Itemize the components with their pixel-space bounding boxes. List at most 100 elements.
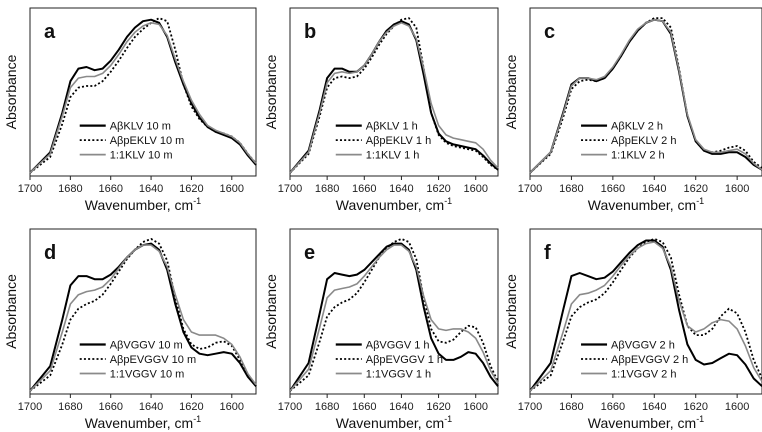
series-line-2 xyxy=(289,17,499,174)
legend-label-2: AβpEVGGV 2 h xyxy=(611,354,688,366)
x-tick-label: 1620 xyxy=(683,183,707,195)
x-tick-label: 1680 xyxy=(315,183,339,195)
x-tick-label: 1640 xyxy=(642,401,666,413)
x-axis-label: Wavenumber, cm-1 xyxy=(85,196,201,213)
series-line-3 xyxy=(29,22,257,174)
chart-panel-c: 1700 1680 1660 1640 1620 1600 AβKLV 2 h AβpEKLV… xyxy=(503,7,762,213)
x-tick-label: 1620 xyxy=(426,401,450,413)
legend-label-2: AβpEKLV 2 h xyxy=(611,135,676,147)
x-axis-label: Wavenumber, cm-1 xyxy=(588,414,704,431)
x-tick-label: 1700 xyxy=(278,183,302,195)
legend-label-2: AβpEVGGV 1 h xyxy=(366,354,443,366)
series-line-2 xyxy=(289,238,499,392)
legend-label-2: AβpEKLV 1 h xyxy=(366,135,431,147)
x-tick-label: 1660 xyxy=(601,183,625,195)
x-axis-label: Wavenumber, cm-1 xyxy=(85,414,201,431)
x-tick-label: 1640 xyxy=(139,183,163,195)
legend-label-1: AβKLV 2 h xyxy=(611,121,663,133)
legend-label-1: AβKLV 10 m xyxy=(110,121,171,133)
legend-label-2: AβpEVGGV 10 m xyxy=(110,354,196,366)
x-tick-label: 1700 xyxy=(18,401,42,413)
y-axis-label: Absorbance xyxy=(503,54,519,129)
legend-label-1: AβKLV 1 h xyxy=(366,121,418,133)
plot-frame xyxy=(289,7,499,177)
x-tick-label: 1640 xyxy=(389,401,413,413)
x-tick-label: 1680 xyxy=(58,401,82,413)
x-tick-label: 1660 xyxy=(98,183,122,195)
x-tick-label: 1680 xyxy=(315,401,339,413)
plot-frame xyxy=(529,7,762,177)
legend-label-1: AβVGGV 1 h xyxy=(366,340,430,352)
y-axis-label: Absorbance xyxy=(263,54,279,129)
x-tick-label: 1600 xyxy=(725,401,749,413)
plot-frame xyxy=(29,7,257,177)
series-line-1 xyxy=(29,242,257,392)
x-axis-label: Wavenumber, cm-1 xyxy=(336,196,452,213)
legend-label-3: 1:1KLV 2 h xyxy=(611,150,665,162)
chart-panel-e: 1700 1680 1660 1640 1620 1600 AβVGGV 1 h AβpEVG… xyxy=(263,228,499,431)
panel-letter: e xyxy=(304,242,315,264)
x-tick-label: 1620 xyxy=(426,183,450,195)
x-axis-label: Wavenumber, cm-1 xyxy=(336,414,452,431)
series-line-2 xyxy=(29,238,257,392)
x-tick-label: 1700 xyxy=(518,183,542,195)
series-line-3 xyxy=(529,18,762,174)
x-tick-label: 1680 xyxy=(58,183,82,195)
x-axis-label: Wavenumber, cm-1 xyxy=(588,196,704,213)
chart-panel-f: 1700 1680 1660 1640 1620 1600 AβVGGV 2 h AβpEVG… xyxy=(503,228,762,431)
panel-letter: d xyxy=(44,242,56,264)
y-axis-label: Absorbance xyxy=(263,274,279,349)
series-line-1 xyxy=(529,239,762,392)
x-tick-label: 1620 xyxy=(179,183,203,195)
plot-frame xyxy=(29,228,257,395)
x-tick-label: 1660 xyxy=(352,183,376,195)
series-line-1 xyxy=(289,242,499,392)
y-axis-label: Absorbance xyxy=(503,274,519,349)
y-axis-label: Absorbance xyxy=(3,274,19,349)
series-line-3 xyxy=(29,244,257,392)
x-tick-label: 1620 xyxy=(179,401,203,413)
series-line-3 xyxy=(289,22,499,174)
chart-panel-d: 1700 1680 1660 1640 1620 1600 AβVGGV 10 m AβpEV… xyxy=(3,228,257,431)
legend-label-2: AβpEKLV 10 m xyxy=(110,135,185,147)
chart-panel-a: 1700 1680 1660 1640 1620 1600 AβKLV 10 m AβpEKL… xyxy=(3,7,257,213)
y-axis-label: Absorbance xyxy=(3,54,19,129)
plot-frame xyxy=(529,228,762,395)
x-tick-label: 1660 xyxy=(98,401,122,413)
x-tick-label: 1700 xyxy=(518,401,542,413)
series-line-1 xyxy=(29,18,257,174)
legend-label-3: 1:1KLV 1 h xyxy=(366,150,420,162)
series-line-1 xyxy=(289,20,499,174)
panel-letter: a xyxy=(44,21,56,43)
x-tick-label: 1680 xyxy=(559,183,583,195)
legend-label-1: AβVGGV 2 h xyxy=(611,340,675,352)
x-tick-label: 1660 xyxy=(601,401,625,413)
x-tick-label: 1600 xyxy=(220,183,244,195)
series-line-3 xyxy=(289,244,499,392)
x-tick-label: 1600 xyxy=(463,183,487,195)
plot-frame xyxy=(289,228,499,395)
panel-letter: c xyxy=(544,21,555,43)
panel-letter: f xyxy=(544,242,551,264)
panel-letter: b xyxy=(304,21,316,43)
x-tick-label: 1660 xyxy=(352,401,376,413)
chart-panel-b: 1700 1680 1660 1640 1620 1600 AβKLV 1 h AβpEKLV… xyxy=(263,7,499,213)
x-tick-label: 1700 xyxy=(18,183,42,195)
series-line-2 xyxy=(529,17,762,174)
legend-label-3: 1:1VGGV 2 h xyxy=(611,369,676,381)
x-tick-label: 1640 xyxy=(139,401,163,413)
x-tick-label: 1680 xyxy=(559,401,583,413)
x-tick-label: 1640 xyxy=(642,183,666,195)
x-tick-label: 1600 xyxy=(463,401,487,413)
legend-label-3: 1:1VGGV 10 m xyxy=(110,369,185,381)
x-tick-label: 1600 xyxy=(220,401,244,413)
series-line-3 xyxy=(529,241,762,392)
x-tick-label: 1700 xyxy=(278,401,302,413)
legend-label-1: AβVGGV 10 m xyxy=(110,340,183,352)
legend-label-3: 1:1VGGV 1 h xyxy=(366,369,431,381)
x-tick-label: 1620 xyxy=(683,401,707,413)
x-tick-label: 1640 xyxy=(389,183,413,195)
legend-label-3: 1:1KLV 10 m xyxy=(110,150,173,162)
x-tick-label: 1600 xyxy=(725,183,749,195)
